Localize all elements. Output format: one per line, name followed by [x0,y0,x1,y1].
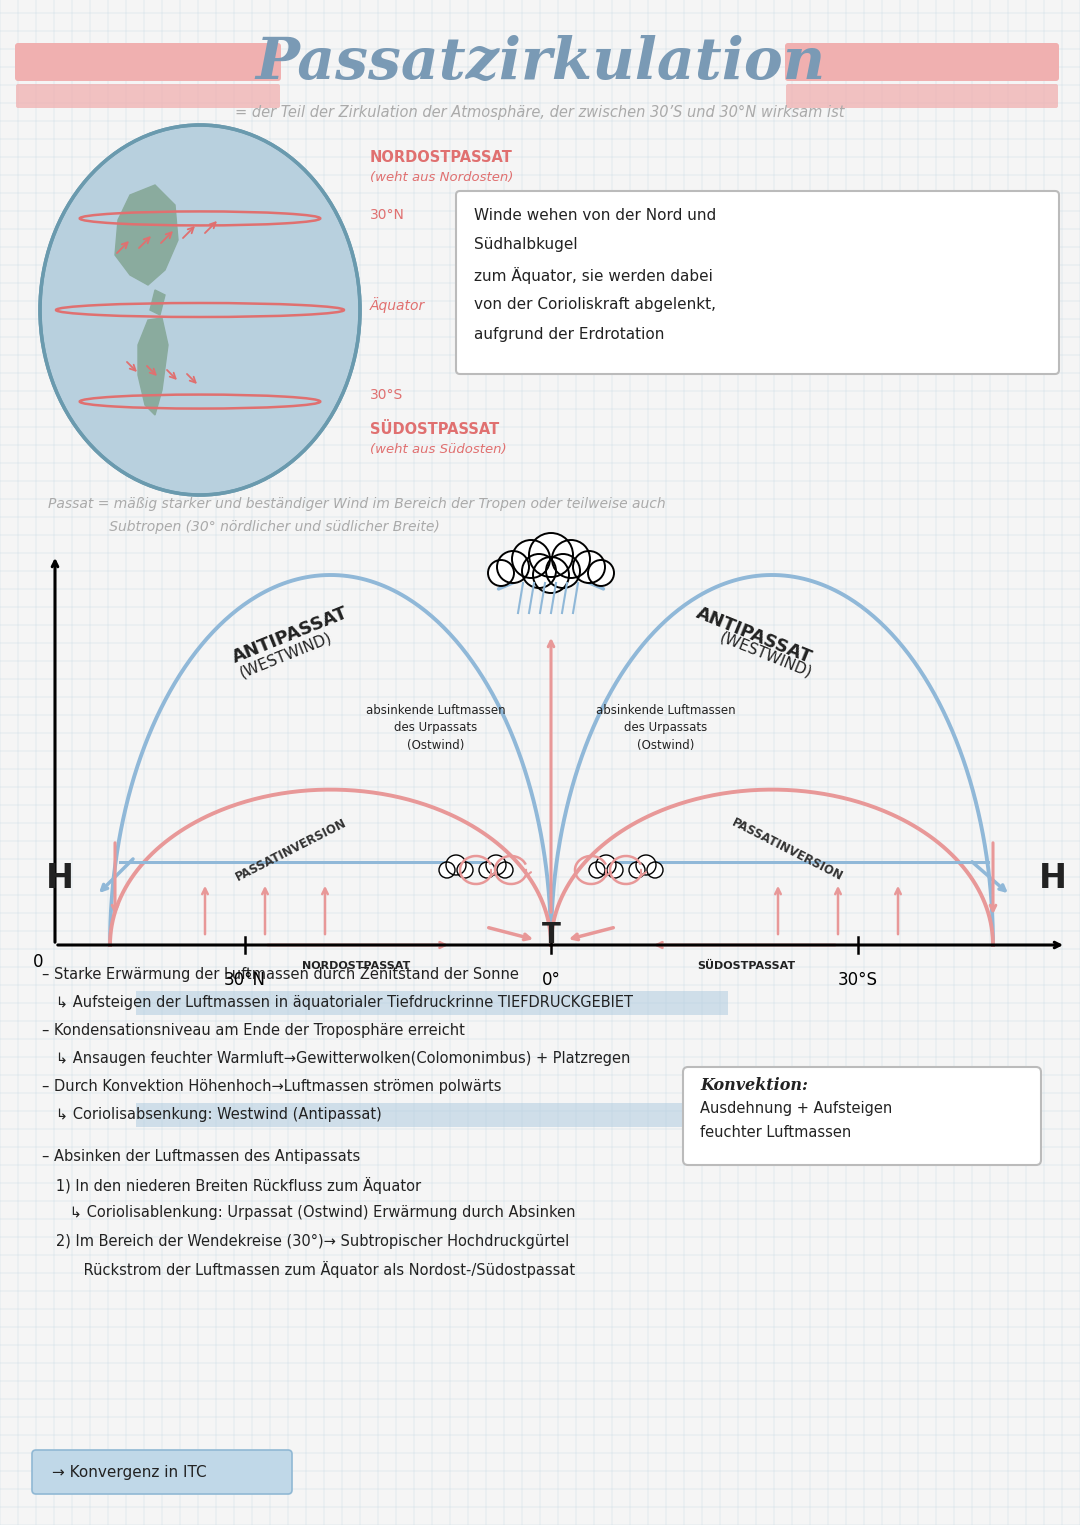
Text: (WESTWIND): (WESTWIND) [718,630,814,680]
Circle shape [588,560,615,586]
Circle shape [636,856,656,875]
Circle shape [596,856,616,875]
Circle shape [438,862,455,878]
Text: – Kondensationsniveau am Ende der Troposphäre erreicht: – Kondensationsniveau am Ende der Tropos… [42,1023,464,1039]
Text: ↳ Coriolisabsenkung: Westwind (Antipassat): ↳ Coriolisabsenkung: Westwind (Antipassa… [42,1107,381,1122]
Text: 1) In den niederen Breiten Rückfluss zum Äquator: 1) In den niederen Breiten Rückfluss zum… [42,1176,421,1194]
Text: H: H [1039,862,1067,895]
Text: ↳ Aufsteigen der Luftmassen in äquatorialer Tiefdruckrinne TIEFDRUCKGEBIET: ↳ Aufsteigen der Luftmassen in äquatoria… [42,996,633,1011]
Circle shape [589,862,605,878]
Text: ANTIPASSAT: ANTIPASSAT [693,604,814,666]
Text: Winde wehen von der Nord und: Winde wehen von der Nord und [474,207,716,223]
Text: 30°N: 30°N [370,207,405,223]
Text: ↳ Coriolisablenkung: Urpassat (Ostwind) Erwärmung durch Absinken: ↳ Coriolisablenkung: Urpassat (Ostwind) … [42,1205,576,1220]
Text: 2) Im Bereich der Wendekreise (30°)→ Subtropischer Hochdruckgürtel: 2) Im Bereich der Wendekreise (30°)→ Sub… [42,1234,569,1249]
Text: von der Corioliskraft abgelenkt,: von der Corioliskraft abgelenkt, [474,297,716,313]
Polygon shape [138,319,168,415]
Text: Ausdehnung + Aufsteigen: Ausdehnung + Aufsteigen [700,1101,892,1116]
Circle shape [552,540,590,578]
Circle shape [522,554,556,589]
Text: 30°S: 30°S [838,971,878,990]
Circle shape [629,862,645,878]
Text: SÜDOSTPASSAT: SÜDOSTPASSAT [697,961,795,971]
Text: Passat = mäßig starker und beständiger Wind im Bereich der Tropen oder teilweise: Passat = mäßig starker und beständiger W… [48,497,665,511]
Text: Passatzirkulation: Passatzirkulation [255,35,825,92]
Text: aufgrund der Erdrotation: aufgrund der Erdrotation [474,328,664,343]
Text: Konvektion:: Konvektion: [700,1077,808,1093]
Text: (weht aus Nordosten): (weht aus Nordosten) [370,171,513,185]
Text: 30°S: 30°S [370,387,403,403]
Text: – Absinken der Luftmassen des Antipassats: – Absinken der Luftmassen des Antipassat… [42,1150,361,1165]
Text: Rückstrom der Luftmassen zum Äquator als Nordost-/Südostpassat: Rückstrom der Luftmassen zum Äquator als… [42,1261,576,1278]
Circle shape [488,560,514,586]
Text: (WESTWIND): (WESTWIND) [237,630,334,680]
Text: ↳ Ansaugen feuchter Warmluft→Gewitterwolken(Colomonimbus) + Platzregen: ↳ Ansaugen feuchter Warmluft→Gewitterwol… [42,1052,631,1066]
Text: absinkende Luftmassen: absinkende Luftmassen [596,703,735,717]
Text: zum Äquator, sie werden dabei: zum Äquator, sie werden dabei [474,267,713,284]
Text: Subtropen (30° nördlicher und südlicher Breite): Subtropen (30° nördlicher und südlicher … [48,520,440,534]
Text: des Urpassats: des Urpassats [394,721,477,735]
Text: Südhalbkugel: Südhalbkugel [474,238,578,253]
FancyBboxPatch shape [136,1103,728,1127]
Text: T: T [541,921,561,949]
FancyBboxPatch shape [786,84,1058,108]
Text: H: H [538,555,564,584]
Circle shape [573,551,605,583]
FancyBboxPatch shape [785,43,1059,81]
Text: (Ostwind): (Ostwind) [407,740,464,752]
Polygon shape [114,185,178,285]
Polygon shape [150,290,165,316]
Text: – Durch Konvektion Höhenhoch→Luftmassen strömen polwärts: – Durch Konvektion Höhenhoch→Luftmassen … [42,1080,501,1095]
Text: 0: 0 [32,953,43,971]
Circle shape [497,862,513,878]
Circle shape [457,862,473,878]
Text: – Starke Erwärmung der Luftmassen durch Zenitstand der Sonne: – Starke Erwärmung der Luftmassen durch … [42,967,518,982]
Circle shape [512,540,550,578]
Text: PASSATINVERSION: PASSATINVERSION [233,816,349,883]
FancyBboxPatch shape [15,43,281,81]
Text: (Ostwind): (Ostwind) [637,740,694,752]
Text: = der Teil der Zirkulation der Atmosphäre, der zwischen 30’S und 30°N wirksam is: = der Teil der Zirkulation der Atmosphär… [235,105,845,119]
Circle shape [446,856,465,875]
Circle shape [529,534,573,576]
Text: (weht aus Südosten): (weht aus Südosten) [370,444,507,456]
Text: PASSATINVERSION: PASSATINVERSION [730,816,846,883]
FancyBboxPatch shape [683,1068,1041,1165]
Text: SÜDOSTPASSAT: SÜDOSTPASSAT [370,422,499,438]
FancyBboxPatch shape [16,84,280,108]
FancyBboxPatch shape [136,991,728,1016]
Text: feuchter Luftmassen: feuchter Luftmassen [700,1125,851,1141]
Circle shape [607,862,623,878]
Text: 30°N: 30°N [224,971,266,990]
Circle shape [647,862,663,878]
Circle shape [546,554,580,589]
Ellipse shape [40,125,360,496]
Circle shape [480,862,495,878]
Text: des Urpassats: des Urpassats [624,721,707,735]
Text: ANTIPASSAT: ANTIPASSAT [230,604,351,666]
Text: 0°: 0° [541,971,561,990]
Circle shape [486,856,507,875]
Text: H: H [46,862,75,895]
Text: → Konvergenz in ITC: → Konvergenz in ITC [52,1464,206,1479]
Text: NORDOSTPASSAT: NORDOSTPASSAT [370,151,513,166]
Circle shape [534,557,569,593]
Text: NORDOSTPASSAT: NORDOSTPASSAT [302,961,410,971]
FancyBboxPatch shape [456,191,1059,374]
Text: Äquator: Äquator [370,297,426,313]
Circle shape [497,551,529,583]
FancyBboxPatch shape [32,1450,292,1494]
Text: absinkende Luftmassen: absinkende Luftmassen [366,703,505,717]
